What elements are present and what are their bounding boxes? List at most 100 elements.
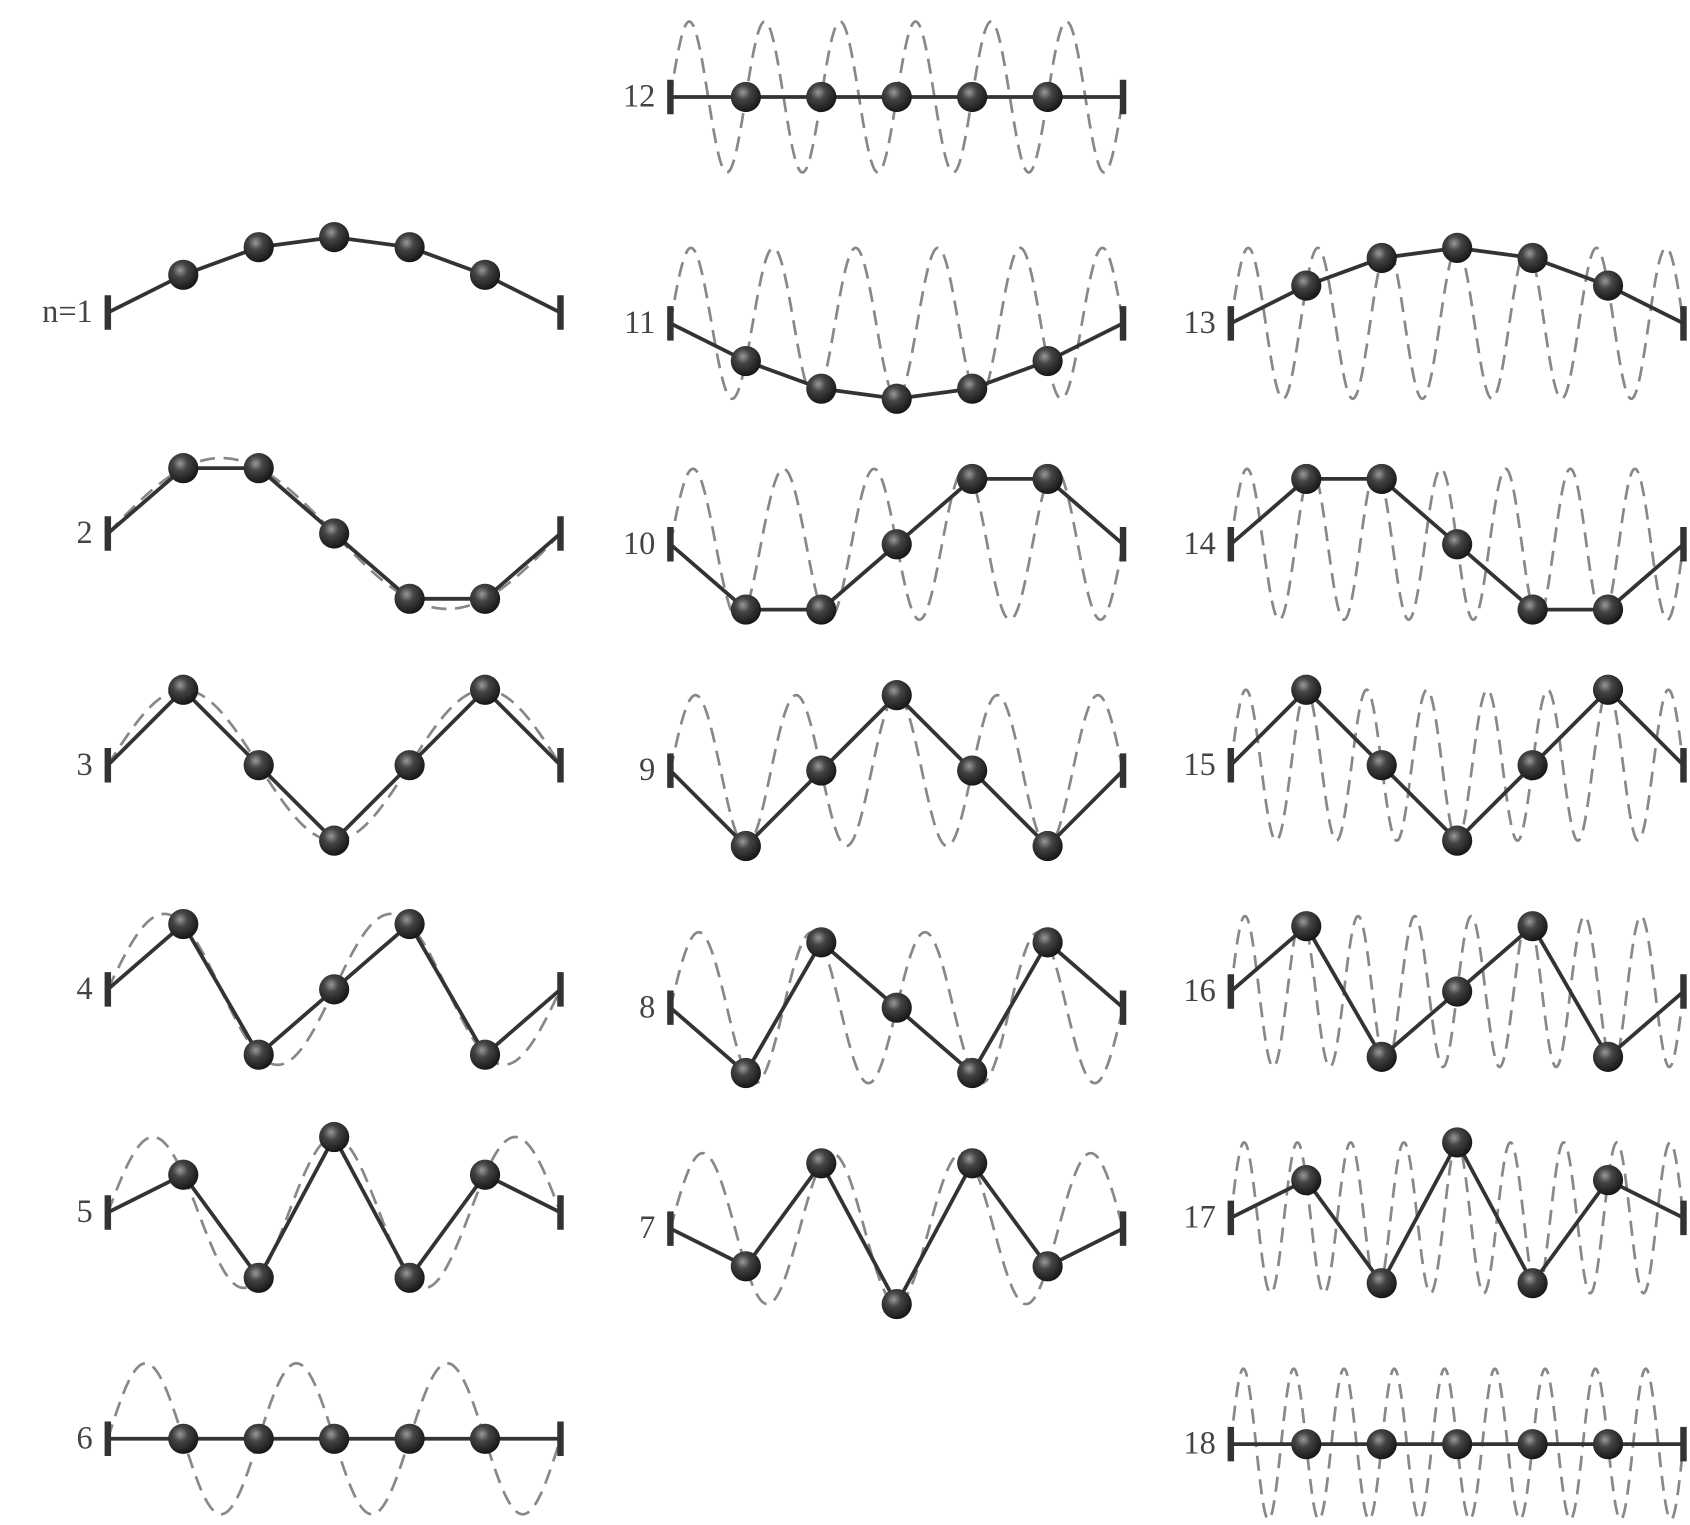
mode-label: 7 [639, 1209, 655, 1245]
bead [1592, 594, 1624, 625]
bead [394, 232, 425, 263]
bead [1366, 1429, 1397, 1460]
mode-panel: 3 [77, 674, 564, 856]
bead [319, 974, 350, 1005]
bead [1517, 242, 1548, 274]
mode-panel: 8 [639, 927, 1127, 1089]
bead [243, 453, 274, 484]
mode-panel: 18 [1183, 1367, 1687, 1522]
mode-label: 11 [624, 304, 655, 340]
bead [168, 674, 199, 705]
bead [1291, 463, 1322, 495]
bead [881, 383, 912, 414]
mode-panel: 11 [624, 246, 1127, 414]
mode-panel: n=1 [42, 222, 564, 330]
mode-label: n=1 [42, 293, 93, 329]
mode-panel: 6 [77, 1361, 564, 1516]
bead [881, 680, 912, 711]
bead [1032, 81, 1063, 113]
bead [1442, 825, 1473, 856]
bead [243, 750, 274, 781]
bead [319, 825, 350, 856]
mode-label: 2 [77, 514, 93, 550]
bead [957, 1148, 988, 1179]
bead [394, 1423, 425, 1454]
bead [469, 259, 501, 290]
bead [957, 373, 988, 404]
bead [394, 908, 425, 940]
bead [730, 830, 761, 862]
dashed-wave [1229, 688, 1685, 843]
bead [1592, 270, 1624, 301]
bead [168, 1159, 199, 1190]
bead [394, 583, 425, 614]
bead [469, 1423, 501, 1454]
dashed-wave [1229, 246, 1685, 401]
bead [1032, 927, 1063, 958]
mode-label: 16 [1183, 972, 1215, 1008]
bead [730, 594, 761, 625]
bead [1366, 1041, 1397, 1072]
mode-panel: 12 [623, 20, 1127, 174]
bead [1592, 674, 1624, 705]
chain [106, 687, 562, 844]
bead [957, 1057, 988, 1089]
mode-label: 18 [1183, 1425, 1215, 1461]
mode-label: 5 [77, 1193, 93, 1229]
bead [881, 1288, 912, 1320]
bead [1592, 1041, 1624, 1072]
bead [881, 529, 912, 560]
chain [669, 1159, 1124, 1309]
bead [469, 1039, 501, 1070]
bead [319, 222, 350, 253]
mode-panel: 5 [77, 1121, 564, 1293]
dashed-wave [1229, 1140, 1685, 1295]
bead [1592, 1165, 1624, 1196]
bead [1032, 830, 1063, 862]
dashed-wave [106, 1135, 562, 1290]
bead [394, 1262, 425, 1293]
bead [243, 1039, 274, 1070]
bead [1442, 529, 1473, 560]
bead [469, 583, 501, 614]
bead [319, 518, 350, 549]
bead [168, 1423, 199, 1454]
bead [1291, 1429, 1322, 1460]
mode-panel: 2 [77, 453, 564, 614]
bead [806, 755, 837, 786]
bead [1366, 242, 1397, 274]
dashed-wave [106, 688, 562, 842]
bead [1291, 270, 1322, 301]
bead [881, 992, 912, 1023]
bead [168, 259, 199, 290]
bead [168, 453, 199, 484]
bead [1517, 1268, 1548, 1299]
chain [1229, 1138, 1685, 1287]
bead [319, 1423, 350, 1454]
bead [730, 1057, 761, 1089]
bead [243, 1423, 274, 1454]
dashed-wave [669, 1151, 1125, 1306]
mode-panel: 9 [639, 680, 1127, 862]
mode-panel: 14 [1183, 463, 1687, 625]
bead [730, 345, 761, 377]
bead [1517, 911, 1548, 942]
bead [1291, 911, 1322, 942]
bead [957, 463, 988, 495]
mode-panel: 16 [1183, 911, 1687, 1072]
mode-label: 13 [1183, 304, 1215, 340]
bead [1517, 594, 1548, 625]
bead [806, 81, 837, 113]
mode-label: 15 [1183, 746, 1215, 782]
bead [1442, 1429, 1473, 1460]
mode-panel: 7 [639, 1148, 1127, 1320]
bead [806, 927, 837, 958]
bead [1517, 750, 1548, 781]
bead [806, 373, 837, 404]
bead [881, 81, 912, 113]
bead [806, 594, 837, 625]
bead [1366, 750, 1397, 781]
bead [168, 908, 199, 940]
mode-label: 12 [623, 78, 655, 114]
